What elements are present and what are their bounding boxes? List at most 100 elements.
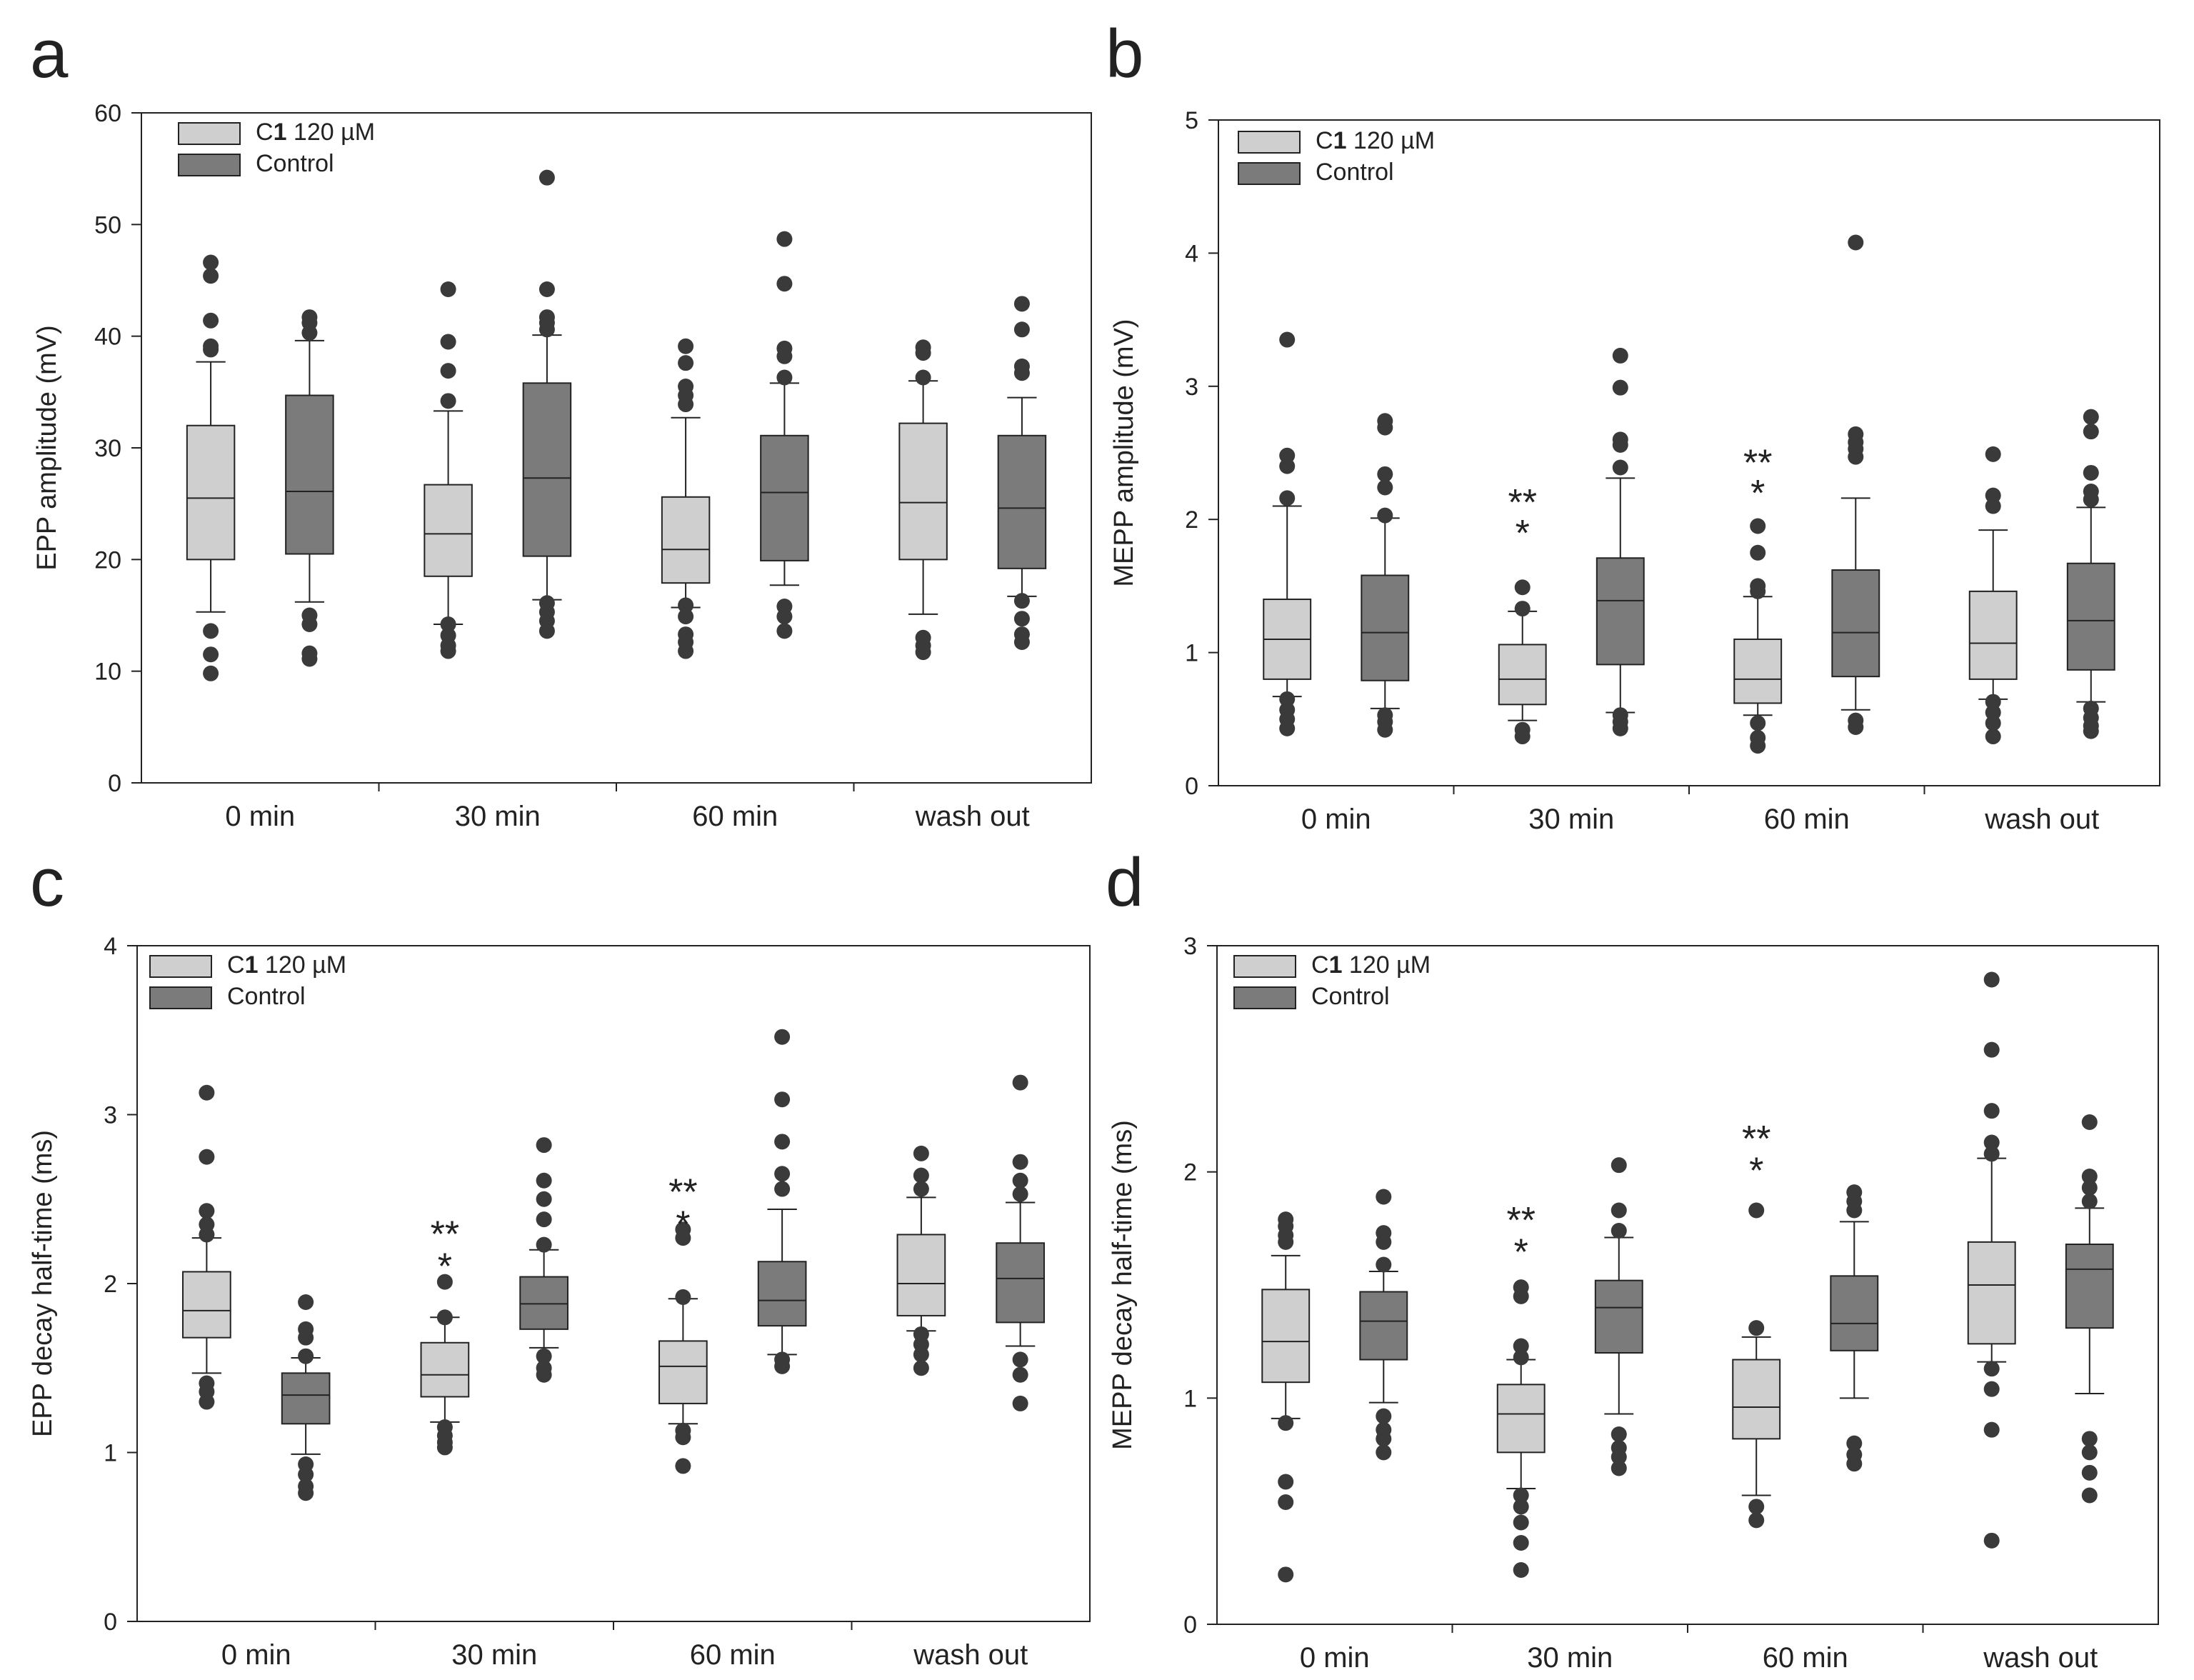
x-tick-label: 60 min xyxy=(690,1639,776,1671)
box-iqr xyxy=(658,1340,708,1404)
outlier-point xyxy=(298,1456,314,1473)
outlier-point xyxy=(1985,446,2001,462)
outlier-point xyxy=(1612,379,1628,396)
outlier-point xyxy=(199,1216,215,1233)
outlier-point xyxy=(539,309,555,326)
outlier-point xyxy=(1279,490,1296,506)
outlier-point xyxy=(2081,1431,2098,1447)
box-treatment xyxy=(186,254,236,681)
outlier-point xyxy=(678,626,694,643)
box-treatment xyxy=(661,338,711,659)
legend-swatch-treatment xyxy=(178,122,241,145)
box-control xyxy=(1359,1189,1408,1461)
box-iqr xyxy=(285,394,334,555)
box-iqr xyxy=(896,1234,946,1316)
outlier-point xyxy=(298,1321,314,1337)
y-tick-label: 20 xyxy=(94,546,121,574)
outlier-point xyxy=(1278,1211,1294,1228)
box-treatment xyxy=(424,281,473,659)
box-iqr xyxy=(519,1276,568,1330)
significance-marker: ** xyxy=(1508,482,1536,524)
outlier-point xyxy=(675,1422,691,1439)
outlier-point xyxy=(1985,694,2001,710)
outlier-point xyxy=(776,369,793,386)
box-treatment xyxy=(898,339,948,661)
outlier-point xyxy=(539,595,555,611)
outlier-point xyxy=(298,1348,314,1364)
outlier-point xyxy=(1985,487,2001,504)
outlier-point xyxy=(203,268,219,284)
y-axis-label: MEPP amplitude (mV) xyxy=(1109,319,1139,586)
panel-letter: b xyxy=(1106,16,1143,92)
box-iqr xyxy=(757,1261,807,1327)
outlier-point xyxy=(1846,1446,1863,1463)
outlier-point xyxy=(298,1294,314,1311)
significance-marker: ** xyxy=(431,1214,459,1256)
outlier-point xyxy=(1012,1074,1028,1091)
outlier-point xyxy=(2081,1464,2098,1481)
x-tick-label: 30 min xyxy=(455,801,541,832)
legend-label-treatment: C1 120 µM xyxy=(256,119,375,146)
outlier-point xyxy=(1513,1349,1529,1366)
y-tick-label: 40 xyxy=(94,324,121,351)
outlier-point xyxy=(1013,611,1030,627)
outlier-point xyxy=(1279,331,1296,348)
outlier-point xyxy=(1848,712,1864,729)
legend: C1 120 µM Control xyxy=(149,951,346,1010)
outlier-point xyxy=(1012,1154,1028,1170)
significance-marker: ** xyxy=(1743,442,1772,484)
outlier-point xyxy=(1513,1535,1529,1551)
outlier-point xyxy=(2083,464,2099,481)
panel-b: b 0 1 2 3 4 5 MEPP amplitude (mV) 0 min 30 min 60 … xyxy=(1106,16,2160,835)
x-tick-label: 0 min xyxy=(1300,1642,1370,1674)
y-tick-label: 2 xyxy=(104,1271,117,1298)
x-tick-label: 60 min xyxy=(692,801,778,832)
outlier-point xyxy=(1612,431,1628,448)
outlier-point xyxy=(1513,1499,1529,1515)
outlier-point xyxy=(2083,484,2099,500)
outlier-point xyxy=(1279,447,1296,464)
outlier-point xyxy=(1611,1157,1627,1174)
outlier-point xyxy=(1012,1351,1028,1368)
outlier-point xyxy=(199,1203,215,1219)
outlier-point xyxy=(1750,715,1766,731)
outlier-point xyxy=(774,1166,791,1182)
y-tick-label: 3 xyxy=(1183,933,1197,960)
outlier-point xyxy=(1612,347,1628,364)
outlier-point xyxy=(1611,1426,1627,1442)
outlier-point xyxy=(1377,479,1393,496)
y-tick-label: 3 xyxy=(1185,374,1198,401)
box-iqr xyxy=(1733,638,1783,704)
outlier-point xyxy=(774,1029,791,1045)
y-tick-label: 2 xyxy=(1183,1159,1197,1186)
outlier-point xyxy=(1013,296,1030,312)
outlier-point xyxy=(1611,1440,1627,1456)
outlier-point xyxy=(536,1191,552,1207)
outlier-point xyxy=(298,1478,314,1494)
outlier-point xyxy=(1748,1499,1765,1515)
outlier-point xyxy=(2083,424,2099,440)
x-tick-label: 30 min xyxy=(1528,804,1614,835)
panel-a: a 0 10 20 30 40 50 60 EPP amplitude (mV) 0 min 30 … xyxy=(30,16,1092,832)
outlier-point xyxy=(536,1360,552,1376)
panel-d: d 0 1 2 3 MEPP decay half-time (ms) 0 min 30 mi… xyxy=(1106,844,2159,1674)
legend-label-treatment: C1 120 µM xyxy=(227,951,346,979)
box-iqr xyxy=(424,484,473,577)
significance-marker: * xyxy=(1514,1231,1528,1273)
y-tick-label: 10 xyxy=(94,659,121,686)
box-control xyxy=(281,1294,331,1501)
y-tick-label: 3 xyxy=(104,1102,117,1129)
outlier-point xyxy=(678,355,694,371)
legend: C1 120 µM Control xyxy=(1238,127,1435,186)
outlier-point xyxy=(1013,358,1030,374)
legend-swatch-treatment xyxy=(1238,131,1301,154)
outlier-point xyxy=(1513,1279,1529,1296)
outlier-point xyxy=(1983,1146,2000,1162)
box-treatment xyxy=(1261,1211,1311,1583)
outlier-point xyxy=(1376,1408,1392,1424)
box-iqr xyxy=(996,1242,1045,1324)
box-treatment xyxy=(1968,446,2018,745)
legend-treatment-suffix: 120 µM xyxy=(1346,127,1435,154)
outlier-point xyxy=(440,281,456,298)
x-tick-label: wash out xyxy=(915,801,1030,832)
